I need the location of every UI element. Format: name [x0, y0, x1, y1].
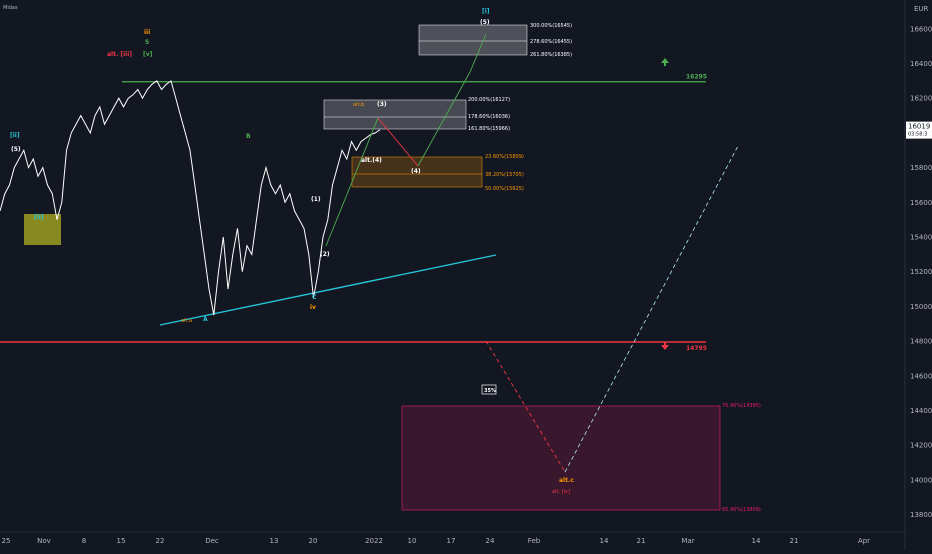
x-tick-label: 14 [600, 537, 609, 545]
wave-label: [ii] [34, 214, 44, 221]
fib-label: 200.00%(16127) [468, 97, 510, 103]
projection-alt-up [564, 145, 739, 473]
x-tick-label: 14 [752, 537, 761, 545]
wave-label: (3) [377, 101, 387, 108]
wave-label: alt. [iv] [552, 489, 570, 495]
fib-label: 278.60%(16455) [530, 39, 572, 45]
fib-label: 261.80%(16385) [530, 52, 572, 58]
probability-badge [481, 384, 497, 395]
wave-label: C [312, 294, 317, 301]
wave-label: iii [144, 29, 150, 36]
wave-label: (4) [411, 168, 421, 175]
x-tick-label: 21 [637, 537, 646, 545]
wave-label: [v] [143, 51, 153, 58]
fib-label: 38.20%(15705) [485, 172, 524, 178]
y-tick-label: 15400 [910, 234, 932, 242]
x-axis: 25 Nov 8 15 22 Dec 13 20 2022 10 17 24 Feb 14 21 Mar 14 2… [2, 537, 871, 545]
y-axis: 1660016400162001600015800156001540015200… [910, 25, 932, 519]
x-tick-label: 21 [790, 537, 799, 545]
target-zone-pink [401, 405, 721, 511]
x-tick-label: 17 [447, 537, 456, 545]
projection-wave5 [417, 33, 487, 167]
wave-label: B [246, 133, 251, 140]
x-tick-label: 24 [486, 537, 495, 545]
trendline[interactable] [159, 254, 497, 326]
target-zone-yellow [24, 214, 61, 245]
fib-label: 178.60%(16036) [468, 114, 510, 120]
y-tick-label: 15600 [910, 199, 932, 207]
y-tick-label: 14000 [910, 476, 932, 484]
wave-label: iv [310, 304, 316, 311]
wave-label: alt.a [181, 318, 192, 324]
price-series [0, 80, 381, 316]
y-tick-label: 16600 [910, 25, 932, 33]
fib-label: 85.40%(13809) [722, 507, 761, 513]
projection-wave3 [325, 117, 379, 247]
y-tick-label: 15200 [910, 268, 932, 276]
fib-label: 161.80%(15966) [468, 126, 510, 132]
x-tick-label: Nov [37, 537, 51, 545]
wave-label: alt.b [353, 102, 364, 108]
y-tick-label: 14400 [910, 407, 932, 415]
x-tick-label: Dec [205, 537, 219, 545]
x-tick-label: 10 [408, 537, 417, 545]
y-tick-label: 14800 [910, 338, 932, 346]
y-tick-label: 16400 [910, 60, 932, 68]
y-tick-label: 15800 [910, 164, 932, 172]
fib-label: 76.40%(14395) [722, 403, 761, 409]
candle-timer: 03:58:3 [908, 132, 927, 138]
x-tick-label: 15 [117, 537, 126, 545]
currency-label: EUR [914, 5, 929, 13]
y-tick-label: 16200 [910, 95, 932, 103]
x-tick-label: 20 [309, 537, 318, 545]
wave-label: (5) [480, 19, 490, 26]
wave-label: 5 [145, 39, 149, 46]
x-tick-label: Feb [528, 537, 541, 545]
fib-label: 50.00%(15625) [485, 186, 524, 192]
symbol-hint: Midas [3, 5, 18, 11]
current-price-value: 16019 [908, 123, 930, 131]
x-tick-label: 2022 [365, 537, 383, 545]
wave-label: alt.c [559, 477, 574, 484]
current-price-tag [906, 121, 932, 139]
projection-wave4 [377, 117, 419, 167]
x-tick-label: Apr [858, 537, 870, 545]
wave-label: A [203, 316, 208, 323]
x-tick-label: 25 [2, 537, 11, 545]
wave-label: (1) [311, 196, 321, 203]
probability-text: 35% [484, 388, 496, 394]
x-tick-label: Mar [681, 537, 694, 545]
y-tick-label: 15000 [910, 303, 932, 311]
projection-alt-down [485, 340, 566, 473]
wave-label: (5) [11, 146, 21, 153]
fib-box-orange [351, 156, 483, 188]
y-tick-label: 13800 [910, 511, 932, 519]
x-tick-label: 13 [270, 537, 279, 545]
x-tick-label: 22 [156, 537, 165, 545]
y-tick-label: 14600 [910, 372, 932, 380]
wave-label: [ii] [10, 132, 20, 139]
up-arrow-icon [661, 58, 669, 66]
fib-label: 300.00%(16545) [530, 23, 572, 29]
support-label: 14795 [686, 345, 707, 352]
y-tick-label: 14200 [910, 442, 932, 450]
wave-label: alt.(4) [361, 157, 382, 164]
wave-label: (2) [320, 251, 330, 258]
x-tick-label: 8 [82, 537, 86, 545]
fib-box-mid [323, 99, 467, 130]
wave-label: alt. [iii] [107, 51, 132, 58]
wave-label: [i] [482, 8, 490, 15]
down-arrow-icon [661, 342, 669, 350]
fib-label: 23.60%(15809) [485, 154, 524, 160]
resistance-label: 16295 [686, 74, 707, 81]
fib-box-upper [418, 24, 528, 56]
